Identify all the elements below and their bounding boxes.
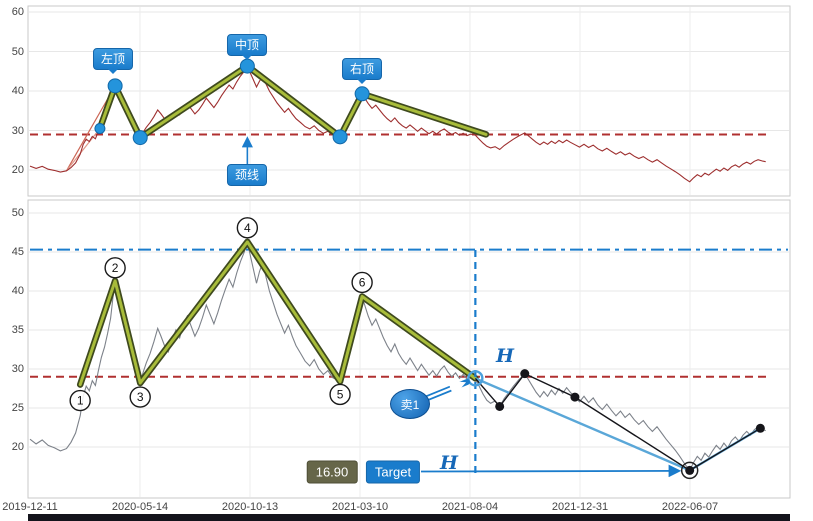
pivot-number: 4 — [244, 221, 251, 235]
swing-dot — [520, 369, 530, 379]
pivot-dot — [132, 130, 148, 146]
target-label-badge: Target — [365, 460, 421, 484]
pivot-number: 5 — [337, 387, 344, 401]
price-line-lower — [29, 239, 766, 472]
height-label-lower: H — [440, 452, 458, 474]
target-arrow — [420, 464, 682, 478]
pivot-number-circle — [129, 386, 151, 408]
callout-head: 中顶 — [226, 34, 268, 60]
pivot-dot — [94, 123, 106, 135]
pivot-number-circle — [329, 383, 351, 406]
pivot-dot — [239, 58, 255, 74]
swing-dot — [755, 423, 765, 433]
bottom-strip — [28, 514, 790, 521]
measure-line-black — [474, 372, 761, 472]
panel-border — [27, 5, 791, 197]
pivot-number-circle — [351, 271, 373, 294]
swing-dot — [685, 465, 695, 475]
pattern-zigzag — [78, 240, 477, 387]
panel-border — [27, 199, 791, 499]
target-hit-ring — [680, 461, 699, 480]
swing-dot — [570, 392, 580, 402]
pivot-number: 1 — [77, 394, 84, 408]
pivot-number: 3 — [137, 390, 144, 404]
swing-dot — [495, 401, 505, 411]
fan-line — [66, 128, 101, 172]
price-line-upper — [29, 64, 766, 183]
pivot-dot — [332, 129, 348, 145]
breakout-ring — [467, 370, 484, 387]
height-label-upper: H — [496, 345, 514, 367]
pivot-dot — [354, 86, 370, 102]
sell-arrow — [424, 380, 467, 401]
pivot-dot — [107, 78, 123, 94]
callout-left-shoulder: 左顶 — [92, 48, 134, 74]
callout-right-shoulder: 右顶 — [341, 58, 383, 84]
pivot-number-circle — [104, 257, 126, 279]
pivot-number-circle — [236, 217, 259, 239]
pivot-number: 2 — [112, 261, 119, 275]
sell-signal-badge: 卖1 — [390, 389, 430, 419]
pivot-number: 6 — [359, 275, 366, 289]
target-value-badge: 16.90 — [306, 460, 358, 484]
pivot-number-circle — [69, 389, 91, 412]
callout-neckline: 颈线 — [226, 164, 268, 186]
